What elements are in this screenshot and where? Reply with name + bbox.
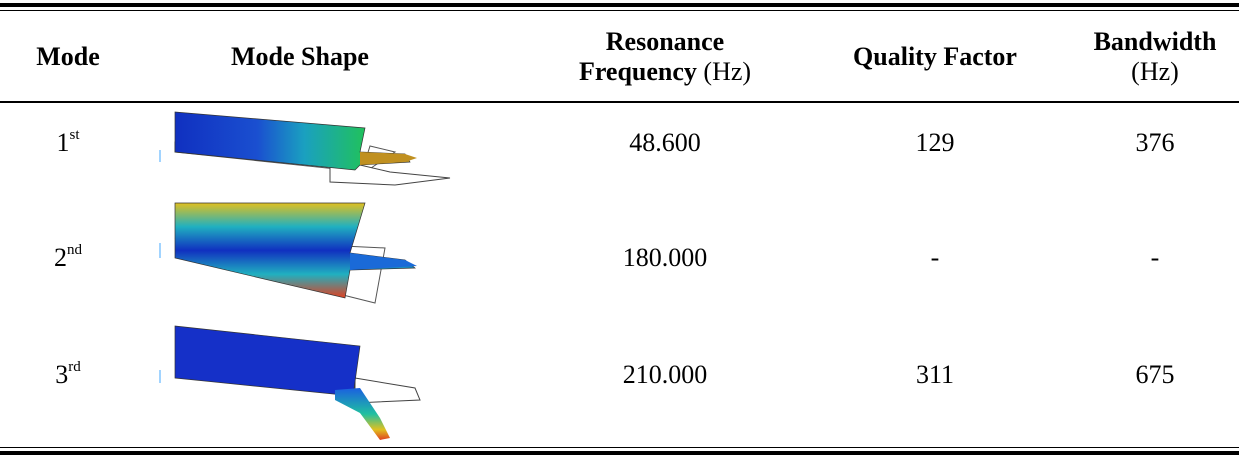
mode-suffix: rd — [68, 359, 81, 375]
header-cell: Mode Shape — [231, 42, 369, 72]
mode-shape-image — [155, 110, 455, 190]
mode-suffix: nd — [67, 242, 82, 258]
header-cell: Bandwidth(Hz) — [1094, 27, 1217, 87]
top-rule — [0, 3, 1239, 7]
bandwidth-cell: 675 — [1136, 360, 1175, 390]
mode-shape-image — [155, 318, 455, 448]
quality-cell: 311 — [916, 360, 954, 390]
frequency-cell: 48.600 — [629, 128, 701, 158]
mode-number: 1 — [56, 128, 69, 157]
header-cell: Mode — [36, 42, 100, 72]
frequency-cell: 180.000 — [623, 243, 708, 273]
bottom-rule — [0, 451, 1239, 455]
mode-number: 2 — [54, 243, 67, 272]
mode-cell: 2nd — [54, 243, 82, 273]
header-rule — [0, 101, 1239, 103]
mode-shape-image — [155, 198, 455, 308]
bandwidth-cell: - — [1151, 243, 1160, 273]
frequency-cell: 210.000 — [623, 360, 708, 390]
quality-cell: 129 — [916, 128, 955, 158]
mode-number: 3 — [55, 360, 68, 389]
top-rule-thin — [0, 10, 1239, 11]
table-page: Mode Mode Shape ResonanceFrequency (Hz) … — [0, 0, 1239, 457]
mode-cell: 1st — [56, 128, 79, 158]
mode-suffix: st — [69, 127, 79, 143]
header-cell: Quality Factor — [853, 42, 1017, 72]
bandwidth-cell: 376 — [1136, 128, 1175, 158]
quality-cell: - — [931, 243, 940, 273]
mode-cell: 3rd — [55, 360, 81, 390]
